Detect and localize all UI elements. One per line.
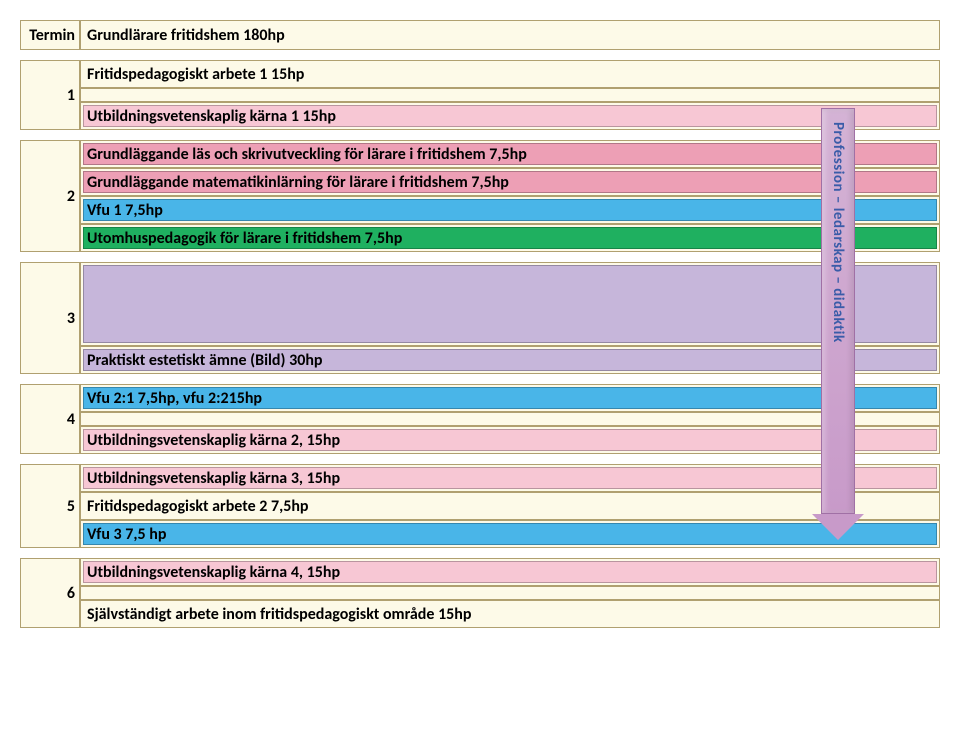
- schedule-container: Termin 1 2 3 4 5 6 Grundlärare fritidshem 180…: [20, 20, 940, 628]
- termin-header: Termin: [20, 20, 80, 50]
- course-label: Utbildningsvetenskaplig kärna 4, 15hp: [81, 563, 340, 582]
- course-color-strip: [83, 199, 937, 221]
- course-row: Grundläggande läs och skrivutveckling fö…: [80, 140, 940, 168]
- profession-arrow: Profession – ledarskap – didaktik: [821, 108, 855, 540]
- course-row: Vfu 1 7,5hp: [80, 196, 940, 224]
- termin-number: 6: [67, 584, 75, 603]
- termin-number-cell: 5: [20, 464, 80, 548]
- course-row: Utbildningsvetenskaplig kärna 3, 15hp: [80, 464, 940, 492]
- course-label: Utbildningsvetenskaplig kärna 3, 15hp: [81, 469, 340, 488]
- course-row: [80, 412, 940, 426]
- course-row: Utbildningsvetenskaplig kärna 2, 15hp: [80, 426, 940, 454]
- termin-number-cell: 3: [20, 262, 80, 374]
- course-label: Fritidspedagogiskt arbete 2 7,5hp: [81, 497, 309, 516]
- course-row: Grundläggande matematikinlärning för lär…: [80, 168, 940, 196]
- termin-number-cell: 4: [20, 384, 80, 454]
- course-row: Utomhuspedagogik för lärare i fritidshem…: [80, 224, 940, 252]
- program-title: Grundlärare fritidshem 180hp: [87, 26, 285, 45]
- termin-number: 5: [67, 497, 75, 516]
- course-row: Praktiskt estetiskt ämne (Bild) 30hp: [80, 346, 940, 374]
- course-row: Självständigt arbete inom fritidspedagog…: [80, 600, 940, 628]
- course-label: Fritidspedagogiskt arbete 1 15hp: [81, 65, 304, 84]
- course-row: Utbildningsvetenskaplig kärna 1 15hp: [80, 102, 940, 130]
- course-row: Utbildningsvetenskaplig kärna 4, 15hp: [80, 558, 940, 586]
- course-label: Vfu 3 7,5 hp: [81, 525, 166, 544]
- course-row: Fritidspedagogiskt arbete 2 7,5hp: [80, 492, 940, 520]
- course-color-strip: [83, 265, 937, 343]
- course-row: [80, 88, 940, 102]
- termin-column: Termin 1 2 3 4 5 6: [20, 20, 80, 628]
- course-row: [80, 262, 940, 346]
- termin-number-cell: 2: [20, 140, 80, 252]
- course-label: Utbildningsvetenskaplig kärna 1 15hp: [81, 107, 336, 126]
- termin-number: 3: [67, 309, 75, 328]
- course-label: Grundläggande läs och skrivutveckling fö…: [81, 145, 527, 164]
- termin-number: 2: [67, 187, 75, 206]
- termin-header-label: Termin: [29, 26, 75, 45]
- course-label: Vfu 2:1 7,5hp, vfu 2:215hp: [81, 389, 262, 408]
- termin-number: 4: [67, 410, 75, 429]
- course-color-strip: [83, 523, 937, 545]
- arrow-label: Profession – ledarskap – didaktik: [829, 122, 847, 343]
- termin-number: 1: [67, 86, 75, 105]
- course-label: Utomhuspedagogik för lärare i fritidshem…: [81, 229, 402, 248]
- course-label: Vfu 1 7,5hp: [81, 201, 163, 220]
- schedule-grid: Termin 1 2 3 4 5 6 Grundlärare fritidshem 180…: [20, 20, 940, 628]
- content-column: Grundlärare fritidshem 180hp Fritidspeda…: [80, 20, 940, 628]
- arrow-head: [812, 514, 864, 540]
- course-row: Vfu 2:1 7,5hp, vfu 2:215hp: [80, 384, 940, 412]
- course-label: Praktiskt estetiskt ämne (Bild) 30hp: [81, 351, 323, 370]
- termin-number-cell: 1: [20, 60, 80, 130]
- program-title-cell: Grundlärare fritidshem 180hp: [80, 20, 940, 50]
- course-row: [80, 586, 940, 600]
- course-row: Vfu 3 7,5 hp: [80, 520, 940, 548]
- course-row: Fritidspedagogiskt arbete 1 15hp: [80, 60, 940, 88]
- arrow-body: Profession – ledarskap – didaktik: [821, 108, 855, 514]
- course-label: Utbildningsvetenskaplig kärna 2, 15hp: [81, 431, 340, 450]
- termin-number-cell: 6: [20, 558, 80, 628]
- course-label: Självständigt arbete inom fritidspedagog…: [81, 605, 471, 624]
- course-label: Grundläggande matematikinlärning för lär…: [81, 173, 509, 192]
